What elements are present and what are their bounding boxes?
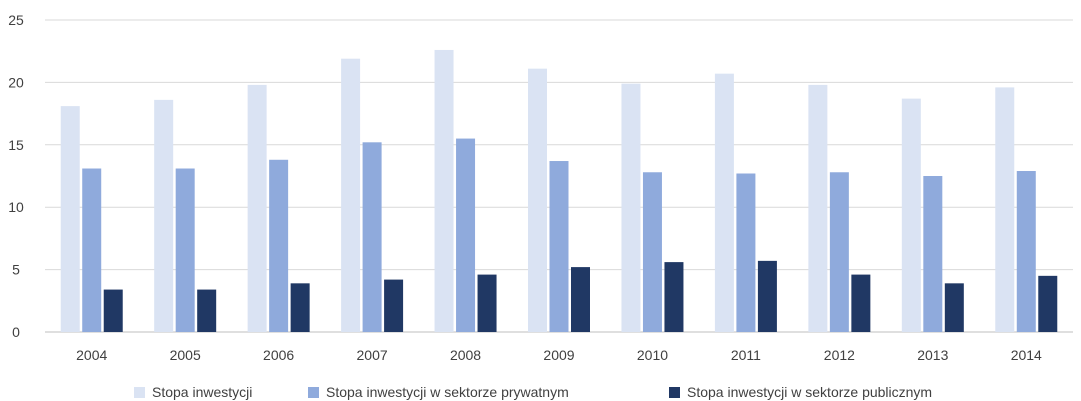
bar-2-2004 <box>82 168 102 332</box>
bars <box>60 49 1058 333</box>
x-tick-label: 2012 <box>824 347 855 363</box>
legend-swatch <box>669 387 680 398</box>
bar-1-2011 <box>714 73 734 332</box>
bar-3-2013 <box>944 283 964 332</box>
bar-2-2006 <box>269 159 289 332</box>
bar-3-2004 <box>103 289 123 332</box>
bar-3-2006 <box>290 283 310 332</box>
x-tick-label: 2004 <box>76 347 107 363</box>
y-tick-label: 5 <box>12 262 20 278</box>
y-tick-label: 10 <box>8 199 24 215</box>
y-axis-ticks: 0 5 10 15 20 25 <box>8 12 24 340</box>
bar-2-2007 <box>362 142 382 332</box>
x-tick-label: 2014 <box>1011 347 1042 363</box>
y-tick-label: 0 <box>12 324 20 340</box>
bar-3-2012 <box>851 274 871 332</box>
bar-1-2014 <box>995 87 1015 332</box>
bar-1-2006 <box>247 84 267 332</box>
x-tick-label: 2011 <box>731 347 761 363</box>
bar-3-2010 <box>664 262 684 332</box>
bar-3-2007 <box>384 279 404 332</box>
bar-1-2009 <box>528 68 547 332</box>
x-tick-label: 2006 <box>263 347 294 363</box>
bar-3-2014 <box>1038 275 1058 332</box>
bar-1-2005 <box>154 99 174 332</box>
x-tick-label: 2005 <box>170 347 201 363</box>
x-tick-label: 2009 <box>543 347 574 363</box>
bar-2-2008 <box>456 138 476 332</box>
bar-3-2005 <box>197 289 217 332</box>
legend-swatch <box>308 387 319 398</box>
x-tick-label: 2008 <box>450 347 481 363</box>
bar-3-2009 <box>571 267 590 332</box>
bar-2-2005 <box>175 168 195 332</box>
bar-3-2011 <box>757 260 777 332</box>
bar-2-2011 <box>736 173 756 332</box>
bar-1-2004 <box>60 106 80 332</box>
legend-swatch <box>134 387 145 398</box>
bar-2-2014 <box>1016 171 1036 332</box>
bar-1-2007 <box>341 58 361 333</box>
legend-label: Stopa inwestycji w sektorze publicznym <box>687 384 932 400</box>
legend: Stopa inwestycji Stopa inwestycji w sekto… <box>134 384 932 400</box>
bar-1-2010 <box>621 83 641 332</box>
bar-2-2010 <box>642 172 662 332</box>
y-tick-label: 15 <box>8 137 24 153</box>
x-tick-label: 2013 <box>917 347 948 363</box>
bar-2-2009 <box>549 161 569 332</box>
x-tick-label: 2007 <box>357 347 388 363</box>
bar-1-2008 <box>434 49 454 333</box>
x-tick-label: 2010 <box>637 347 668 363</box>
bar-2-2013 <box>923 176 943 332</box>
legend-label: Stopa inwestycji <box>152 384 252 400</box>
bar-1-2013 <box>901 98 921 333</box>
y-tick-label: 25 <box>8 12 24 28</box>
y-tick-label: 20 <box>8 74 24 90</box>
x-axis-ticks: 2004 2005 2006 2007 2008 2009 2010 2011 2012 2013… <box>76 347 1042 363</box>
bar-3-2008 <box>477 274 497 332</box>
bar-2-2012 <box>829 172 849 332</box>
legend-label: Stopa inwestycji w sektorze prywatnym <box>326 384 569 400</box>
bar-1-2012 <box>808 84 828 332</box>
